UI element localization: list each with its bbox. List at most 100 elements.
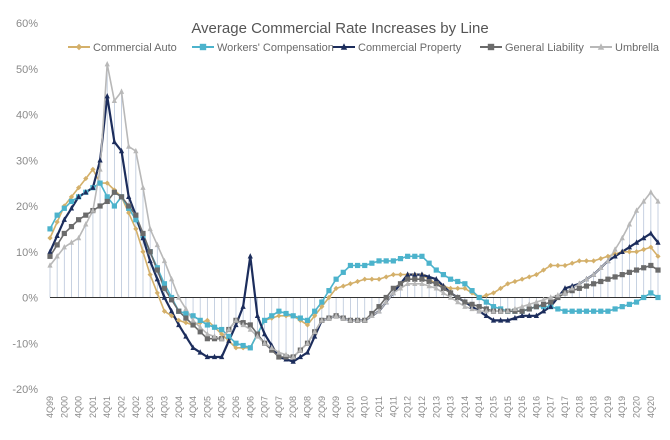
x-tick-label: 2Q09: [317, 396, 327, 418]
data-point: [455, 285, 461, 291]
data-point: [562, 262, 568, 269]
data-point: [512, 308, 518, 314]
legend-label: Commercial Property: [358, 42, 462, 54]
data-point: [76, 217, 82, 223]
data-point: [140, 184, 146, 190]
data-point: [641, 198, 647, 204]
data-point: [97, 203, 103, 209]
x-tick-label: 2Q12: [403, 396, 413, 418]
data-point: [47, 262, 53, 268]
data-point: [126, 193, 132, 200]
data-point: [304, 322, 311, 328]
data-point: [419, 253, 425, 259]
x-tick-label: 4Q05: [217, 396, 227, 418]
data-point: [505, 317, 511, 323]
x-tick-label: 2Q14: [460, 396, 470, 418]
data-point: [68, 198, 75, 205]
x-tick-label: 2Q20: [632, 396, 642, 418]
data-point: [97, 157, 103, 163]
legend-label: Workers' Compensation: [217, 42, 334, 54]
data-point: [240, 303, 246, 309]
y-tick-label: 50%: [16, 64, 38, 76]
data-point: [576, 285, 582, 291]
data-point: [412, 271, 418, 277]
data-point: [247, 322, 253, 328]
data-point: [290, 313, 296, 319]
data-point: [383, 298, 389, 305]
x-tick-label: 4Q19: [617, 396, 627, 418]
data-point: [83, 212, 89, 218]
data-point: [619, 234, 625, 241]
data-point: [340, 283, 346, 289]
legend-marker: [199, 43, 207, 51]
data-point: [161, 308, 168, 314]
data-point: [104, 60, 110, 67]
x-tick-label: 2Q13: [431, 396, 441, 418]
data-point: [483, 299, 489, 305]
data-point: [118, 194, 125, 200]
legend-marker: [487, 43, 495, 51]
data-point: [376, 276, 382, 282]
data-point: [412, 280, 418, 286]
data-point: [204, 322, 210, 328]
x-tick-label: 2Q07: [260, 396, 270, 418]
data-point: [183, 333, 189, 339]
data-point: [447, 290, 454, 296]
legend-marker: [75, 43, 83, 51]
data-point: [247, 326, 253, 332]
data-point: [390, 289, 396, 296]
data-point: [569, 260, 575, 266]
data-point: [447, 294, 454, 300]
data-point: [261, 330, 268, 337]
data-point: [147, 225, 153, 232]
data-point: [648, 262, 654, 269]
data-point: [462, 303, 468, 309]
x-tick-label: 4Q14: [474, 396, 484, 418]
data-point: [54, 253, 60, 259]
data-point: [347, 281, 354, 287]
data-point: [97, 166, 103, 172]
data-point: [233, 317, 239, 323]
data-point: [405, 276, 411, 282]
data-point: [498, 285, 504, 291]
data-point: [104, 198, 110, 205]
data-point: [512, 278, 518, 285]
data-point: [154, 276, 160, 282]
data-point: [83, 175, 89, 182]
data-point: [412, 276, 418, 282]
data-point: [233, 340, 239, 346]
data-point: [555, 294, 561, 301]
data-point: [226, 326, 232, 332]
data-point: [633, 267, 640, 273]
data-point: [433, 281, 439, 287]
x-tick-label: 4Q06: [245, 396, 255, 418]
data-point: [540, 308, 547, 314]
data-point: [376, 308, 382, 314]
x-tick-label: 2Q15: [488, 396, 498, 418]
data-point: [68, 194, 75, 200]
data-point: [540, 301, 547, 307]
legend-label: Commercial Auto: [93, 42, 177, 54]
x-tick-label: 4Q17: [560, 396, 570, 418]
data-point: [655, 253, 661, 259]
data-point: [304, 340, 311, 346]
data-point: [447, 276, 454, 282]
x-tick-label: 2Q05: [202, 396, 212, 418]
data-point: [583, 276, 590, 282]
data-point: [47, 235, 53, 241]
x-tick-label: 2Q18: [574, 396, 584, 418]
data-point: [354, 278, 361, 285]
data-point: [533, 312, 539, 318]
data-point: [490, 317, 497, 323]
data-point: [569, 285, 575, 291]
legend-item: Workers' Compensation: [192, 42, 334, 54]
data-point: [61, 230, 67, 237]
data-point: [54, 219, 60, 225]
y-tick-label: 0%: [22, 293, 38, 305]
data-point: [176, 317, 182, 323]
data-point: [405, 280, 411, 286]
data-point: [147, 249, 153, 255]
data-point: [111, 97, 117, 103]
data-point: [261, 340, 268, 346]
data-point: [641, 234, 647, 241]
